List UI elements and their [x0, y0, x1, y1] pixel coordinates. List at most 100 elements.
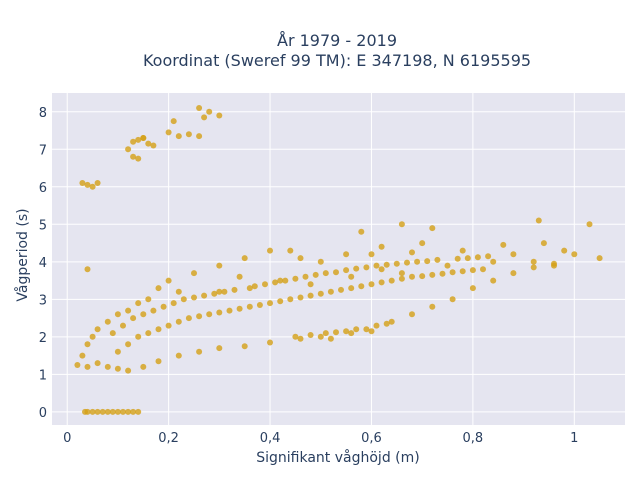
data-point [368, 328, 375, 335]
data-point [333, 329, 339, 336]
data-point [150, 142, 157, 149]
x-tick-label: 0,6 [361, 431, 382, 446]
data-point [307, 332, 314, 338]
plot-area [52, 93, 625, 425]
data-point [373, 322, 380, 329]
data-point [292, 275, 299, 282]
data-point [94, 360, 101, 367]
data-point [358, 228, 365, 235]
data-point [135, 333, 142, 340]
data-point [302, 273, 309, 280]
data-point [236, 305, 243, 312]
data-point [277, 277, 284, 284]
data-point [114, 365, 121, 372]
data-point [175, 318, 182, 325]
data-point [79, 180, 86, 186]
data-point [373, 262, 380, 269]
y-tick-label: 8 [39, 106, 47, 121]
y-tick-label: 3 [39, 293, 47, 308]
data-point [191, 270, 197, 277]
data-point [429, 225, 436, 232]
data-point [196, 348, 203, 355]
data-point [140, 135, 147, 141]
data-point [454, 255, 461, 262]
data-point [322, 270, 329, 277]
data-point [561, 247, 568, 254]
y-tick-label: 4 [39, 256, 47, 271]
data-point [312, 271, 319, 278]
chart-title-line1: År 1979 - 2019 [277, 31, 397, 50]
data-point [145, 140, 152, 147]
data-point [79, 352, 86, 359]
data-point [74, 362, 81, 368]
data-point [109, 408, 116, 415]
data-point [130, 153, 137, 160]
data-point [216, 345, 223, 352]
data-point [125, 367, 132, 374]
data-point [221, 288, 228, 295]
grid-lines [52, 93, 625, 425]
data-point [510, 251, 517, 258]
data-point [175, 352, 182, 359]
data-point [343, 328, 350, 335]
data-point [530, 264, 537, 271]
data-point [368, 251, 375, 258]
data-point [297, 335, 304, 342]
data-point [317, 258, 324, 265]
data-point [424, 258, 431, 265]
data-point [490, 258, 497, 265]
data-point [216, 309, 223, 316]
data-point [485, 253, 492, 260]
data-point [216, 262, 223, 269]
data-point [185, 131, 192, 138]
data-point [125, 307, 132, 314]
x-tick-label: 0,2 [158, 431, 179, 446]
data-point [409, 273, 415, 280]
data-point [109, 330, 116, 337]
data-point [267, 247, 273, 254]
data-point [596, 255, 603, 262]
y-tick-label: 1 [39, 368, 47, 383]
data-points [74, 105, 603, 415]
x-tick-label: 0,8 [463, 431, 484, 446]
data-point [155, 358, 162, 365]
data-point [130, 408, 137, 415]
x-tick-label: 0 [63, 431, 71, 446]
data-point [196, 313, 203, 320]
data-point [84, 266, 91, 273]
data-point [444, 262, 451, 269]
data-point [130, 315, 137, 322]
data-point [287, 247, 294, 254]
data-point [125, 408, 132, 415]
data-point [114, 408, 121, 415]
data-point [89, 408, 96, 415]
data-point [251, 283, 258, 290]
data-point [292, 333, 299, 340]
data-point [383, 320, 390, 327]
data-point [378, 266, 385, 273]
data-point [500, 241, 507, 248]
data-point [469, 285, 476, 292]
data-point [84, 341, 91, 348]
data-point [267, 339, 273, 346]
data-point [241, 343, 248, 350]
data-point [211, 290, 218, 297]
data-point [449, 296, 456, 303]
x-tick-label: 1 [570, 431, 578, 446]
data-point [530, 258, 537, 265]
data-point [130, 138, 137, 145]
data-point [175, 133, 182, 140]
x-tick-labels: 0 0,2 0,4 0,6 0,8 1 [63, 431, 578, 446]
y-tick-labels: 0 1 2 3 4 5 6 7 8 [39, 106, 47, 421]
data-point [84, 181, 91, 188]
data-point [191, 294, 197, 301]
data-point [104, 363, 111, 370]
y-tick-label: 5 [39, 218, 47, 233]
data-point [140, 363, 147, 370]
data-point [170, 118, 177, 125]
data-point [338, 286, 344, 293]
data-point [84, 408, 91, 415]
data-point [145, 330, 152, 337]
